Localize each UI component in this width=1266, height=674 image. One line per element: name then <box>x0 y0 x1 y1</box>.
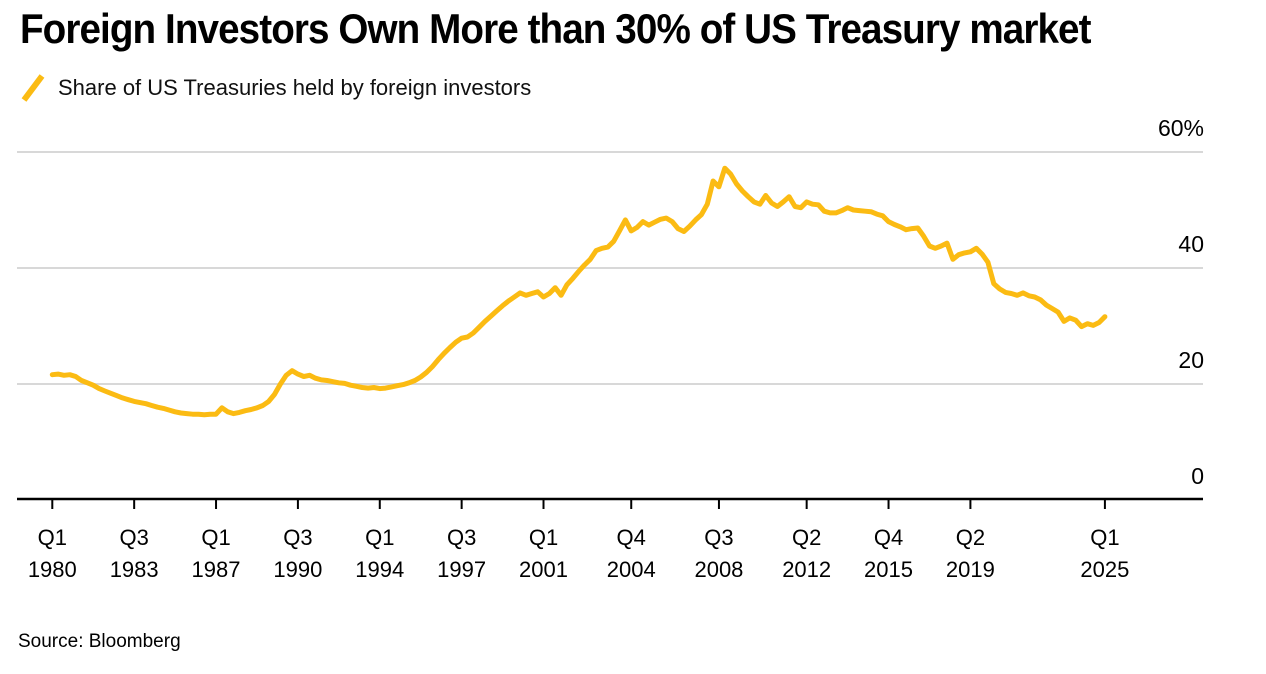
legend-label: Share of US Treasuries held by foreign i… <box>58 75 532 100</box>
x-axis-label-quarter: Q1 <box>38 525 67 550</box>
x-axis-label-year: 1994 <box>355 557 404 582</box>
x-axis-label-year: 1990 <box>273 557 322 582</box>
x-axis-label-quarter: Q1 <box>365 525 394 550</box>
series-line-foreign-share <box>49 165 1108 418</box>
y-axis-label: 60% <box>1158 115 1204 141</box>
y-axis-label: 20 <box>1178 347 1204 373</box>
x-axis-label-quarter: Q4 <box>617 525 646 550</box>
source-note: Source: Bloomberg <box>18 631 181 652</box>
x-axis-label-quarter: Q3 <box>704 525 733 550</box>
x-axis-label-quarter: Q1 <box>201 525 230 550</box>
x-axis-label-quarter: Q2 <box>956 525 985 550</box>
x-axis-label-year: 2019 <box>946 557 995 582</box>
x-axis-label-year: 2015 <box>864 557 913 582</box>
x-axis-label-year: 1980 <box>28 557 77 582</box>
x-axis-label-quarter: Q1 <box>1090 525 1119 550</box>
x-axis-label-year: 2025 <box>1080 557 1129 582</box>
x-axis-label-year: 2004 <box>607 557 656 582</box>
x-axis-label-year: 1983 <box>110 557 159 582</box>
x-axis-label-quarter: Q2 <box>792 525 821 550</box>
x-axis-label-year: 1997 <box>437 557 486 582</box>
y-axis-label: 40 <box>1178 231 1204 257</box>
x-axis-label-year: 2008 <box>694 557 743 582</box>
x-axis-label-quarter: Q3 <box>283 525 312 550</box>
x-axis-label-quarter: Q3 <box>119 525 148 550</box>
x-axis-label-quarter: Q4 <box>874 525 903 550</box>
legend-line-swatch-icon <box>21 74 45 102</box>
y-axis-label: 0 <box>1191 463 1204 489</box>
x-axis-label-year: 2012 <box>782 557 831 582</box>
x-axis-label-year: 2001 <box>519 557 568 582</box>
legend: Share of US Treasuries held by foreign i… <box>20 70 531 106</box>
x-axis-label-quarter: Q1 <box>529 525 558 550</box>
x-axis-label-year: 1987 <box>192 557 241 582</box>
chart-title: Foreign Investors Own More than 30% of U… <box>20 5 1091 52</box>
x-axis-label-quarter: Q3 <box>447 525 476 550</box>
